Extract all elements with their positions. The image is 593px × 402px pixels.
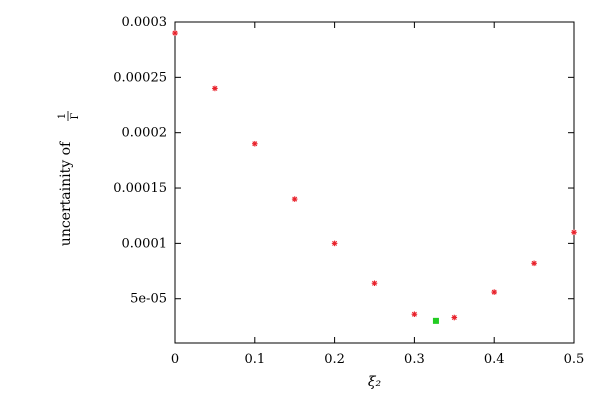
y-tick-label: 0.00015 [113,181,167,196]
y-axis-label-fraction-numerator: 1 [57,113,68,119]
y-axis-label-prefix: uncertainity of [58,140,74,246]
data-point [411,311,418,318]
y-axis-label: uncertainity of 1 Γ [57,111,81,246]
data-point [291,196,298,202]
x-axis: 0 0.1 0.2 0.3 0.4 0.5 [171,22,584,367]
y-tick-label: 0.00025 [113,70,167,85]
data-point [451,314,458,321]
data-point [252,140,258,147]
plot-frame [174,21,575,344]
x-tick-label: 0.1 [244,352,265,367]
x-tick-label: 0.2 [324,352,345,367]
x-tick-label: 0.4 [484,352,505,367]
y-tick-label: 0.0002 [122,126,168,141]
x-tick-label: 0 [171,352,179,367]
x-axis-label: ξ₂ [368,374,382,390]
data-point [212,85,218,92]
data-point [571,229,577,236]
data-point [371,280,378,287]
y-axis: 5e-05 0.0001 0.00015 0.0002 0.00025 0.0003 [113,15,574,307]
data-point [531,260,537,267]
x-tick-label: 0.3 [404,352,425,367]
data-points [172,30,577,324]
data-point [331,240,338,247]
y-tick-label: 0.0001 [122,236,168,251]
y-tick-label: 5e-05 [130,292,167,307]
data-point-highlight [432,317,439,324]
y-axis-label-fraction-denominator: Γ [70,112,81,119]
data-point [491,289,497,295]
data-point [172,30,178,36]
x-tick-label: 0.5 [564,352,585,367]
y-tick-label: 0.0003 [122,15,168,30]
